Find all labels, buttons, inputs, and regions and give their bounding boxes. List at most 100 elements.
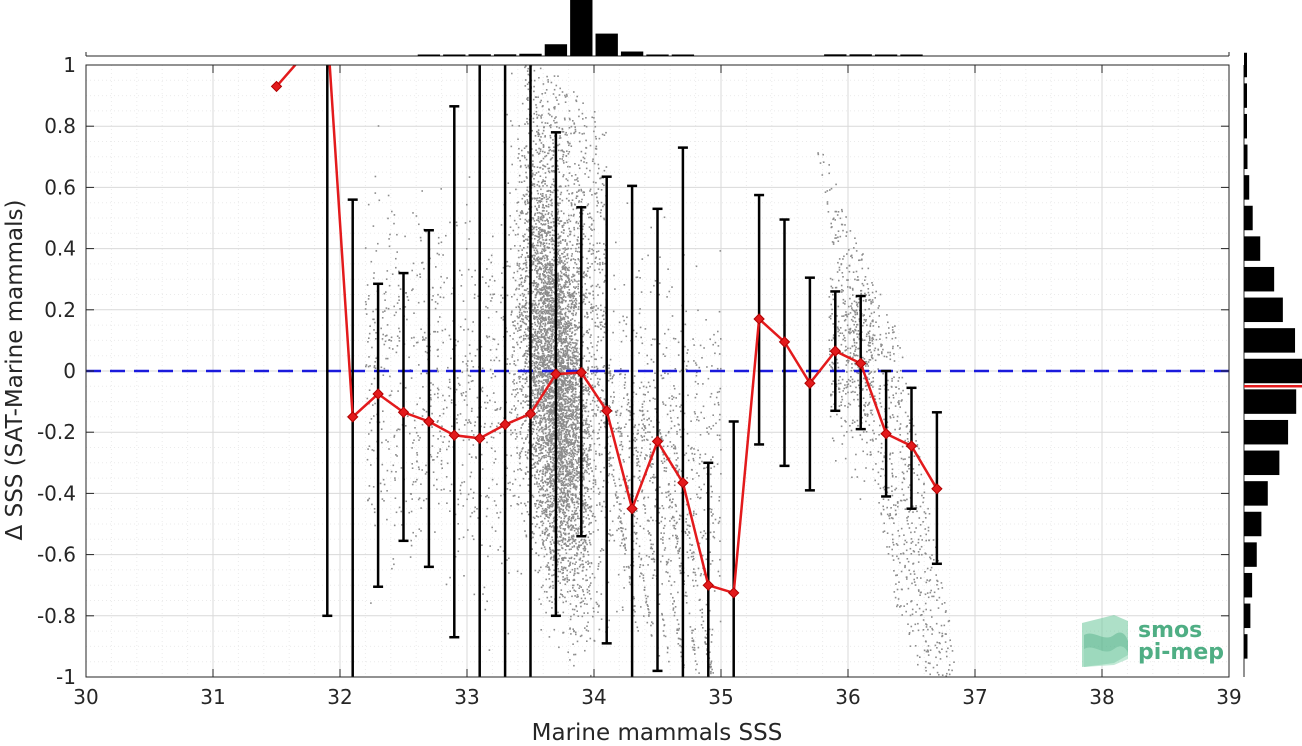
scatter-point [588, 496, 590, 498]
scatter-point [525, 505, 527, 507]
scatter-point [560, 291, 562, 293]
scatter-point [537, 342, 539, 344]
scatter-point [542, 306, 544, 308]
scatter-point [527, 316, 529, 318]
scatter-point [589, 248, 591, 250]
scatter-point [557, 540, 559, 542]
top-hist-bar [900, 55, 922, 57]
scatter-point [551, 355, 553, 357]
scatter-point [581, 598, 583, 600]
scatter-point [574, 437, 576, 439]
scatter-point [534, 332, 536, 334]
scatter-point [563, 497, 565, 499]
scatter-point [564, 452, 566, 454]
scatter-point [562, 537, 564, 539]
scatter-point [563, 409, 565, 411]
top-hist-bar [494, 54, 516, 56]
scatter-point [551, 307, 553, 309]
scatter-point [534, 255, 536, 257]
scatter-point [565, 321, 567, 323]
right-hist-bar [1244, 83, 1247, 107]
scatter-point [552, 354, 554, 356]
scatter-point [549, 549, 551, 551]
scatter-point [600, 561, 602, 563]
scatter-point [544, 260, 546, 262]
scatter-point [553, 541, 555, 543]
scatter-point [551, 526, 553, 528]
scatter-point [570, 478, 572, 480]
scatter-point [523, 339, 525, 341]
scatter-point [553, 309, 555, 311]
scatter-point [534, 300, 536, 302]
scatter-point [551, 449, 553, 451]
scatter-point [548, 310, 550, 312]
scatter-point [560, 522, 562, 524]
scatter-point [548, 307, 550, 309]
scatter-point [552, 522, 554, 524]
scatter-point [550, 282, 552, 284]
scatter-point [566, 432, 568, 434]
scatter-point [552, 317, 554, 319]
right-hist-bar [1244, 267, 1274, 291]
scatter-point [544, 409, 546, 411]
scatter-point [557, 379, 559, 381]
scatter-point [539, 227, 541, 229]
scatter-point [584, 452, 586, 454]
scatter-point [565, 426, 567, 428]
scatter-point [582, 437, 584, 439]
scatter-point [519, 458, 521, 460]
scatter-point [559, 335, 561, 337]
scatter-point [550, 310, 552, 312]
scatter-point [541, 376, 543, 378]
scatter-point [539, 267, 541, 269]
scatter-point [574, 235, 576, 237]
scatter-point [586, 399, 588, 401]
scatter-point [525, 420, 527, 422]
scatter-point [572, 458, 574, 460]
scatter-point [535, 311, 537, 313]
scatter-point [589, 590, 591, 592]
scatter-point [552, 454, 554, 456]
scatter-point [541, 436, 543, 438]
scatter-point [574, 419, 576, 421]
scatter-point [590, 312, 592, 314]
scatter-point [511, 146, 513, 148]
scatter-point [569, 558, 571, 560]
scatter-point [537, 202, 539, 204]
scatter-point [561, 345, 563, 347]
scatter-point [567, 376, 569, 378]
scatter-point [562, 419, 564, 421]
scatter-point [569, 549, 571, 551]
scatter-point [535, 505, 537, 507]
scatter-point [521, 312, 523, 314]
scatter-point [571, 300, 573, 302]
scatter-point [535, 369, 537, 371]
scatter-point [567, 545, 569, 547]
scatter-point [539, 489, 541, 491]
scatter-point [553, 451, 555, 453]
scatter-point [553, 438, 555, 440]
scatter-point [563, 474, 565, 476]
scatter-point [546, 359, 548, 361]
scatter-point [519, 308, 521, 310]
scatter-point [574, 475, 576, 477]
scatter-point [567, 330, 569, 332]
scatter-point [587, 415, 589, 417]
scatter-point [560, 330, 562, 332]
scatter-point [525, 277, 527, 279]
scatter-point [573, 475, 575, 477]
scatter-point [542, 476, 544, 478]
scatter-point [539, 276, 541, 278]
scatter-point [544, 368, 546, 370]
scatter-point [572, 510, 574, 512]
scatter-point [523, 400, 525, 402]
scatter-point [545, 527, 547, 529]
scatter-point [591, 253, 593, 255]
scatter-point [576, 606, 578, 608]
scatter-point [552, 329, 554, 331]
scatter-point [534, 235, 536, 237]
scatter-point [544, 534, 546, 536]
scatter-point [585, 420, 587, 422]
scatter-point [550, 263, 552, 265]
